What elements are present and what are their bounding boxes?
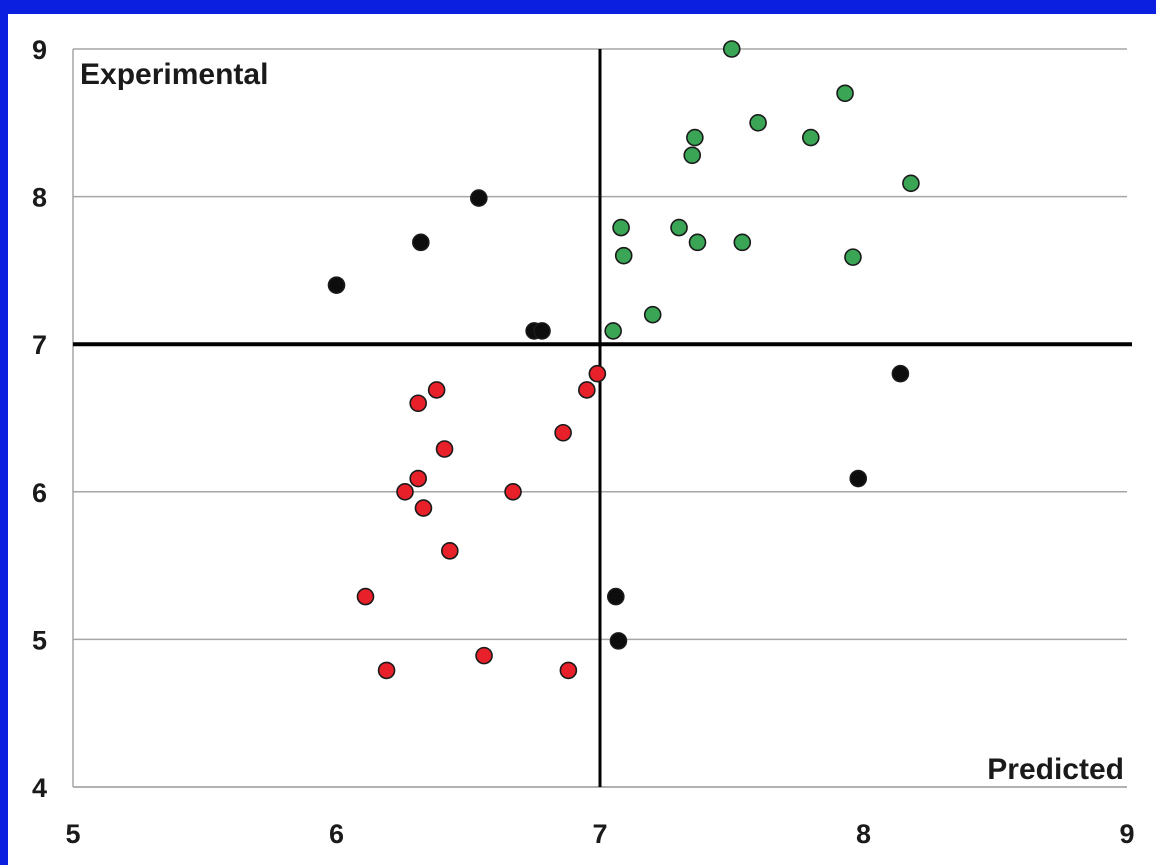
data-point-green [836, 84, 854, 103]
data-point-red [554, 423, 572, 442]
data-point-green [686, 128, 704, 147]
data-point-black [891, 364, 910, 383]
data-point-red [414, 499, 433, 517]
y-tick-label: 6 [32, 478, 47, 508]
data-point-black [412, 233, 430, 252]
x-tick-label: 8 [856, 819, 871, 849]
data-point-red [377, 661, 396, 680]
data-point-black [609, 632, 628, 650]
data-point-red [441, 542, 459, 560]
data-point-green [844, 248, 862, 266]
x-tick-label: 6 [329, 819, 344, 849]
y-tick-label: 8 [32, 183, 47, 213]
x-tick-label: 5 [65, 819, 80, 849]
data-point-green [614, 246, 633, 265]
y-axis-label: Experimental [80, 58, 268, 91]
data-point-green [902, 174, 920, 193]
y-tick-label: 7 [32, 330, 47, 360]
data-point-black [533, 322, 551, 340]
data-point-green [749, 114, 767, 132]
data-point-green [688, 233, 707, 252]
data-point-red [435, 440, 454, 458]
data-point-green [733, 233, 752, 252]
data-point-red [409, 469, 427, 488]
threshold-lines [73, 49, 1132, 787]
data-point-red [427, 381, 446, 399]
y-tick-label: 4 [32, 773, 47, 803]
y-tick-label: 9 [32, 35, 47, 65]
data-point-black [607, 587, 625, 606]
data-point-green [670, 218, 688, 237]
data-points [327, 40, 920, 680]
data-point-red [356, 587, 375, 606]
data-point-red [396, 482, 414, 501]
y-tick-label: 5 [32, 625, 47, 655]
data-point-red [559, 661, 578, 680]
data-point-green [801, 128, 820, 147]
data-point-black [327, 276, 346, 294]
x-axis-label: Predicted [987, 753, 1124, 786]
data-point-black [469, 189, 488, 207]
x-tick-label: 7 [592, 819, 607, 849]
data-point-black [849, 469, 868, 488]
data-point-green [722, 40, 741, 58]
data-point-green [604, 322, 622, 340]
data-point-green [612, 218, 630, 237]
x-tick-label: 9 [1119, 819, 1134, 849]
data-point-red [578, 381, 596, 399]
data-point-red [409, 394, 427, 413]
data-point-red [504, 482, 522, 501]
data-point-green [683, 146, 702, 165]
data-point-green [643, 305, 662, 324]
data-point-red [588, 364, 607, 383]
data-point-red [475, 646, 493, 665]
